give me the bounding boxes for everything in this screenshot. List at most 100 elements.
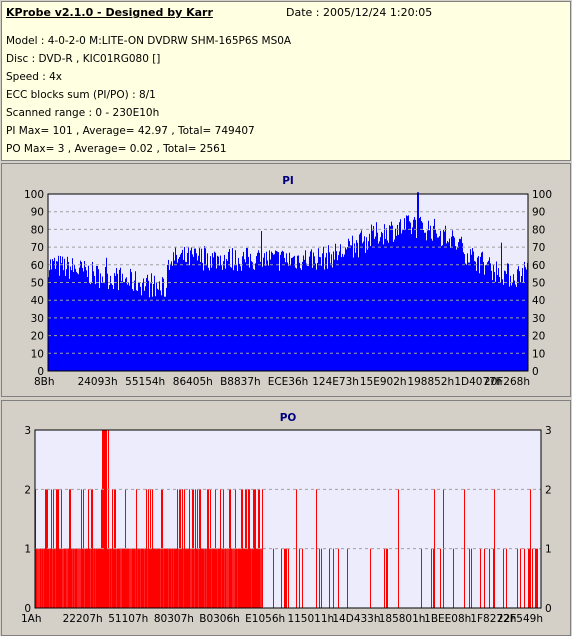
pi-sample (150, 283, 151, 371)
pi-sample (202, 262, 203, 371)
pi-sample (253, 268, 254, 371)
pi-sample (441, 245, 442, 371)
pi-sample (408, 215, 409, 371)
pi-sample (349, 241, 350, 371)
pi-sample (479, 273, 480, 371)
pi-sample (405, 229, 406, 371)
pi-sample (103, 282, 104, 371)
pi-sample (520, 282, 521, 371)
pi-sample (392, 225, 393, 371)
x-tick-label: 185801h (379, 613, 426, 625)
pi-sample (418, 192, 419, 371)
pi-sample (203, 270, 204, 371)
pi-sample (115, 275, 116, 371)
pi-sample (495, 281, 496, 371)
pi-sample (422, 222, 423, 371)
y-tick-label-right: 0 (545, 603, 552, 615)
pi-sample (108, 289, 109, 371)
pi-sample (275, 250, 276, 371)
pi-sample (341, 257, 342, 371)
pi-sample (79, 267, 80, 371)
y-tick-label-left: 50 (31, 278, 44, 290)
po-sample (333, 548, 334, 608)
pi-sample (208, 267, 209, 371)
pi-sample (306, 263, 307, 371)
pi-sample (372, 230, 373, 371)
pi-sample (259, 252, 260, 371)
pi-sample (222, 269, 223, 371)
pi-sample (167, 264, 168, 371)
x-tick-label: 15E902h (360, 376, 407, 388)
pi-sample (411, 234, 412, 371)
pi-sample (289, 252, 290, 371)
pi-sample (510, 275, 511, 371)
pi-sample (332, 267, 333, 371)
pi-sample (58, 255, 59, 371)
y-tick-label-left: 0 (24, 603, 31, 615)
pi-sample (148, 280, 149, 371)
pi-sample (384, 224, 385, 371)
pi-sample (187, 252, 188, 371)
pi-sample (250, 253, 251, 371)
pi-sample (451, 236, 452, 371)
pi-sample (447, 241, 448, 371)
pi-sample (284, 257, 285, 371)
pi-sample (201, 248, 202, 371)
y-tick-label-left: 100 (24, 189, 44, 201)
pi-sample (370, 246, 371, 371)
pi-sample (344, 254, 345, 371)
po-sample (319, 548, 320, 608)
po-sample (453, 548, 454, 608)
pi-sample (308, 266, 309, 371)
pi-sample (424, 232, 425, 371)
pi-sample (231, 267, 232, 371)
pi-sample (394, 239, 395, 371)
po-chart: PO 0 0 1 1 2 2 3 3 1Ah 22207h 51107h 80307h B0306h E10… (21, 412, 552, 625)
pi-sample (378, 243, 379, 371)
pi-sample (95, 284, 96, 371)
pi-sample (109, 285, 110, 371)
pi-sample (112, 284, 113, 371)
pi-sample (356, 240, 357, 371)
pi-sample (54, 257, 55, 371)
po-sample (288, 548, 289, 608)
pi-sample (296, 268, 297, 371)
pi-sample (445, 225, 446, 371)
pi-sample (511, 285, 512, 371)
pi-sample (512, 283, 513, 371)
pi-sample (488, 260, 489, 371)
pi-sample (478, 256, 479, 371)
pi-sample (164, 296, 165, 371)
pi-sample (252, 262, 253, 371)
pi-sample (431, 238, 432, 371)
pi-sample (93, 271, 94, 371)
x-tick-label: 8Bh (34, 376, 55, 388)
y-tick-label-right: 40 (532, 295, 545, 307)
x-tick-label: 115011h (287, 613, 334, 625)
pi-sample (291, 258, 292, 371)
pi-sample (521, 276, 522, 371)
x-tick-label: 24093h (78, 376, 118, 388)
pi-sample (92, 261, 93, 371)
pi-sample (514, 280, 515, 371)
pi-sample (400, 219, 401, 371)
pi-sample (245, 262, 246, 371)
pi-sample (141, 295, 142, 371)
pi-sample (480, 256, 481, 371)
pi-sample (175, 247, 176, 371)
po-sample (105, 430, 106, 608)
po-sample (484, 548, 485, 608)
pi-sample (453, 235, 454, 371)
pi-sample (412, 227, 413, 371)
pi-sample (256, 256, 257, 371)
pi-sample (193, 256, 194, 371)
pi-sample (393, 241, 394, 371)
pi-sample (526, 269, 527, 371)
pi-sample (294, 255, 295, 371)
pi-sample (59, 275, 60, 371)
po-sample (530, 489, 531, 608)
y-tick-label-right: 80 (532, 224, 545, 236)
pi-sample (468, 262, 469, 371)
pi-sample (347, 247, 348, 371)
pi-sample (121, 281, 122, 371)
